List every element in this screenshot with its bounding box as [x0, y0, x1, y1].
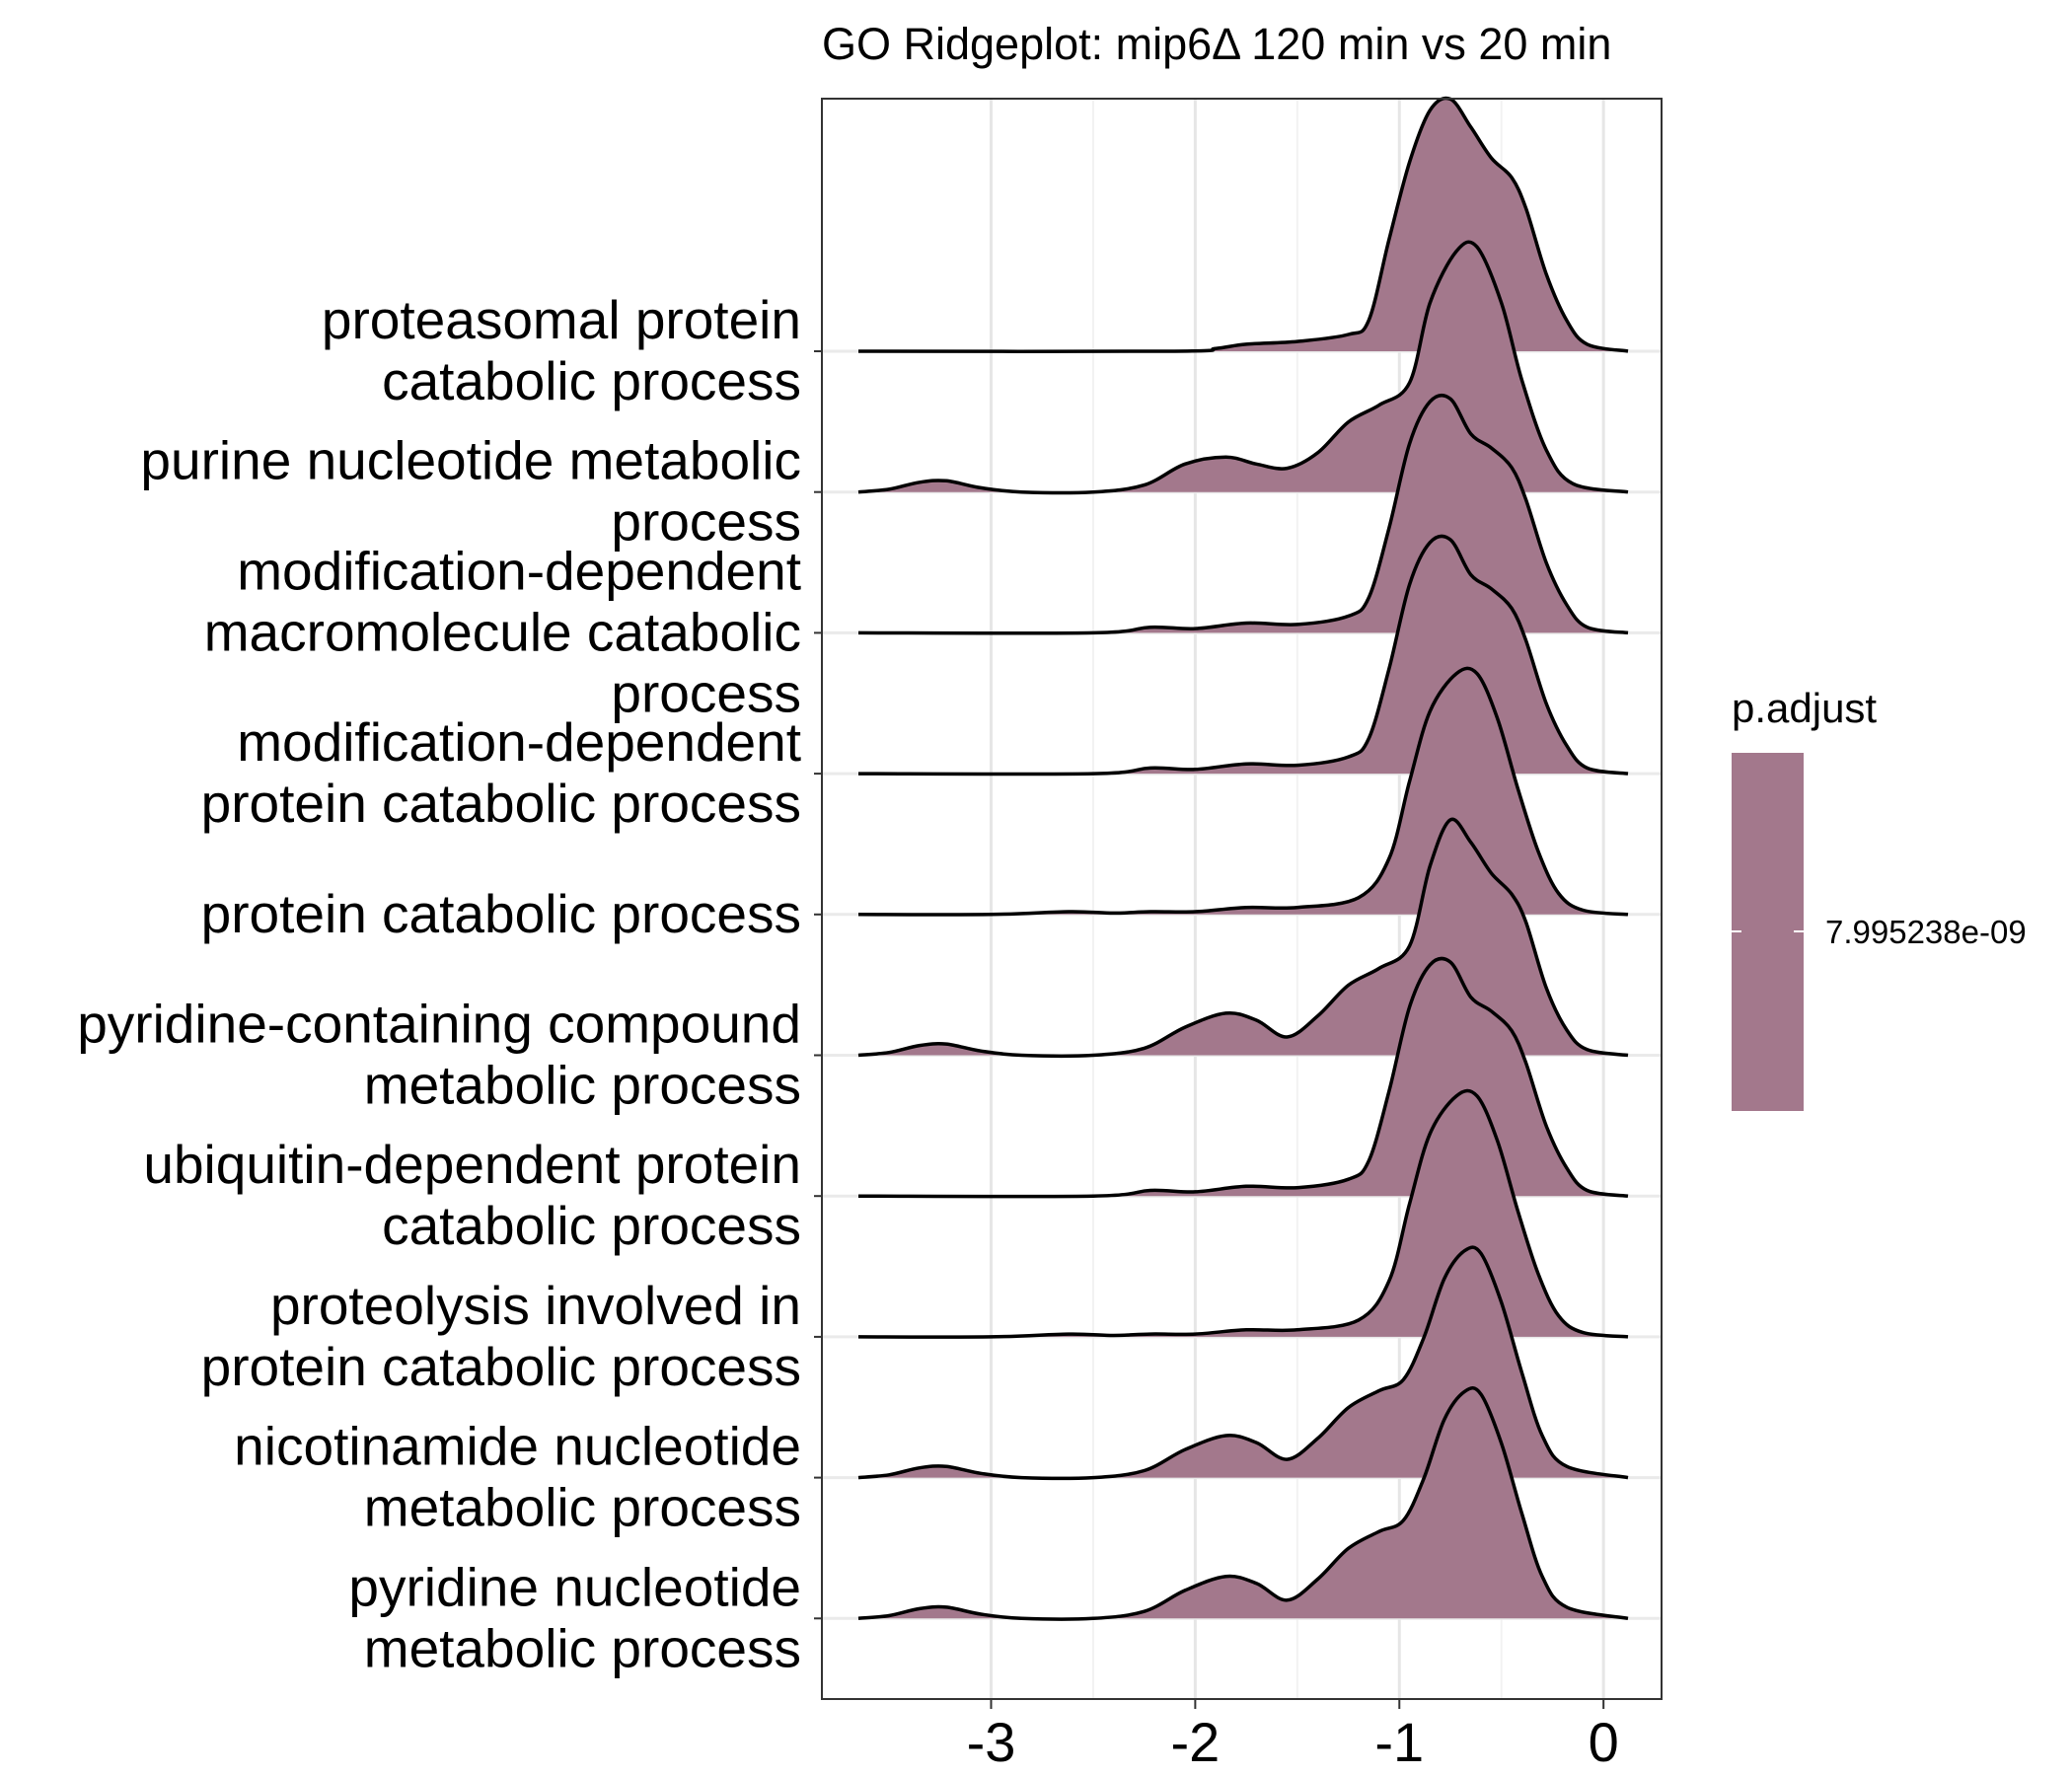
y-label-3-line-1: protein catabolic process — [201, 773, 801, 834]
y-label-1-line-1: process — [611, 491, 801, 553]
y-label-5-line-0: pyridine-containing compound — [77, 994, 801, 1055]
legend-title: p.adjust — [1732, 685, 1877, 731]
panel-border — [821, 98, 1663, 1700]
y-label-5-line-1: metabolic process — [364, 1055, 801, 1116]
ridge-line-1 — [857, 240, 1629, 495]
ridge-0 — [857, 96, 1629, 353]
legend-label: 7.995238e-09 — [1825, 914, 2027, 950]
y-label-6-line-1: catabolic process — [382, 1195, 801, 1256]
ridge-line-0 — [857, 96, 1629, 353]
y-label-6-line-0: ubiquitin-dependent protein — [143, 1134, 801, 1195]
y-label-2: modification-dependent macromolecule cata… — [204, 540, 801, 723]
y-label-0-line-0: proteasomal protein — [322, 289, 801, 350]
y-label-6: ubiquitin-dependent protein catabolic pro… — [143, 1134, 801, 1256]
ridge-9 — [857, 1386, 1629, 1621]
ridge-fill-0 — [858, 98, 1628, 352]
ridge-line-3 — [857, 534, 1629, 777]
y-label-5: pyridine-containing compound metabolic pr… — [77, 994, 801, 1116]
y-label-1: purine nucleotide metabolic process — [140, 430, 801, 553]
y-label-1-line-0: purine nucleotide metabolic — [140, 430, 801, 491]
legend: p.adjust 7.995238e-09 — [1732, 685, 2027, 1111]
y-label-3-line-0: modification-dependent — [237, 711, 801, 773]
y-label-0-line-1: catabolic process — [382, 350, 801, 411]
ridge-line-5 — [857, 817, 1629, 1058]
y-label-9: pyridine nucleotide metabolic process — [348, 1556, 801, 1678]
y-label-2-line-0: modification-dependent — [237, 540, 801, 601]
ridge-line-2 — [857, 394, 1629, 635]
y-label-2-line-2: process — [611, 662, 801, 723]
y-label-8: nicotinamide nucleotide metabolic process — [234, 1416, 801, 1538]
y-label-0: proteasomal protein catabolic process — [322, 289, 801, 411]
ridges — [857, 96, 1629, 1621]
y-label-2-line-1: macromolecule catabolic — [204, 601, 801, 662]
y-label-4-line-0: protein catabolic process — [201, 883, 801, 944]
legend-colorbar — [1732, 753, 1804, 1111]
y-axis-labels: proteasomal protein catabolic processpuri… — [77, 289, 801, 1678]
y-tick-marks — [814, 350, 822, 1620]
y-label-7: proteolysis involved in protein catabolic… — [201, 1275, 801, 1397]
y-label-7-line-1: protein catabolic process — [201, 1336, 801, 1397]
ridge-line-7 — [857, 1088, 1629, 1339]
y-label-7-line-0: proteolysis involved in — [270, 1275, 801, 1336]
y-label-9-line-1: metabolic process — [364, 1617, 801, 1678]
ridge-line-9 — [857, 1386, 1629, 1621]
ridge-7 — [857, 1088, 1629, 1339]
y-label-4: protein catabolic process — [201, 883, 801, 944]
ridge-line-6 — [857, 956, 1629, 1199]
ridge-fill-7 — [858, 1090, 1628, 1338]
y-label-3: modification-dependent protein catabolic … — [201, 711, 801, 834]
ridge-line-4 — [857, 666, 1629, 917]
x-tick-label-0: -3 — [967, 1711, 1016, 1773]
ridge-8 — [857, 1245, 1629, 1481]
x-tick-label-1: -2 — [1170, 1711, 1220, 1773]
x-tick-label-3: 0 — [1589, 1711, 1619, 1773]
x-tick-label-2: -1 — [1374, 1711, 1424, 1773]
x-axis-ticks: -3 -2 -1 0 — [967, 1699, 1619, 1773]
chart-title: GO Ridgeplot: mip6Δ 120 min vs 20 min — [822, 19, 1611, 69]
ridge-line-8 — [857, 1245, 1629, 1481]
y-label-8-line-1: metabolic process — [364, 1477, 801, 1538]
y-label-9-line-0: pyridine nucleotide — [348, 1556, 801, 1617]
y-label-8-line-0: nicotinamide nucleotide — [234, 1416, 801, 1477]
